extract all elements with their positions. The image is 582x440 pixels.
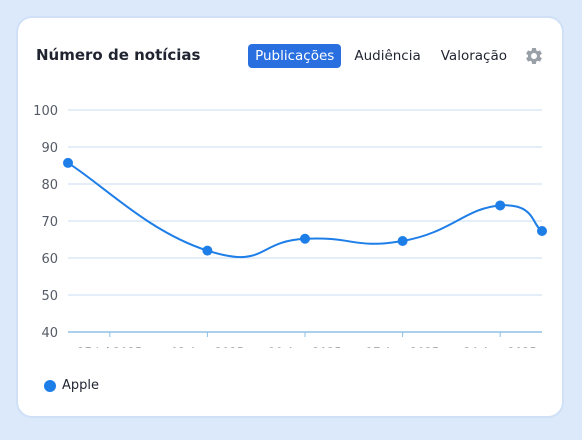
chart-title: Número de notícias <box>36 46 201 64</box>
chart-card: Número de notícias Publicações Audiência… <box>16 16 564 418</box>
data-point-5 <box>537 225 547 236</box>
data-point-2 <box>300 233 310 244</box>
gear-icon[interactable] <box>524 46 544 66</box>
y-tick-label-90: 90 <box>41 141 58 156</box>
y-tick-label-40: 40 <box>41 326 58 341</box>
tab-valoracao[interactable]: Valoração <box>434 44 514 68</box>
tab-audiencia[interactable]: Audiência <box>347 44 427 68</box>
y-tick-label-70: 70 <box>41 215 58 230</box>
y-tick-label-60: 60 <box>41 252 58 267</box>
y-tick-label-80: 80 <box>41 178 58 193</box>
data-point-4 <box>495 200 506 211</box>
chart-legend[interactable]: Apple <box>44 378 99 393</box>
x-tick-label: 27 Jul 2025 <box>77 345 142 348</box>
legend-swatch-apple <box>44 379 56 392</box>
x-tick-label: 10 Ago 2025 <box>268 345 341 348</box>
x-tick-label: 17 Ago 2025 <box>366 345 439 348</box>
data-point-0 <box>63 157 73 168</box>
x-tick-label: 24 Ago 2025 <box>463 345 536 348</box>
x-tick-label: 03 Ago 2025 <box>171 345 244 348</box>
data-point-3 <box>397 235 408 246</box>
tab-publicacoes[interactable]: Publicações <box>248 44 342 68</box>
legend-label-apple: Apple <box>62 378 100 393</box>
metric-tabs: Publicações Audiência Valoração <box>248 44 544 68</box>
line-chart: 40 50 60 70 80 90 100 27 Jul 2025 03 Ago 2025 10 … <box>33 104 547 348</box>
data-point-1 <box>202 245 213 256</box>
y-tick-label-50: 50 <box>41 289 58 304</box>
y-tick-label-100: 100 <box>33 104 58 119</box>
